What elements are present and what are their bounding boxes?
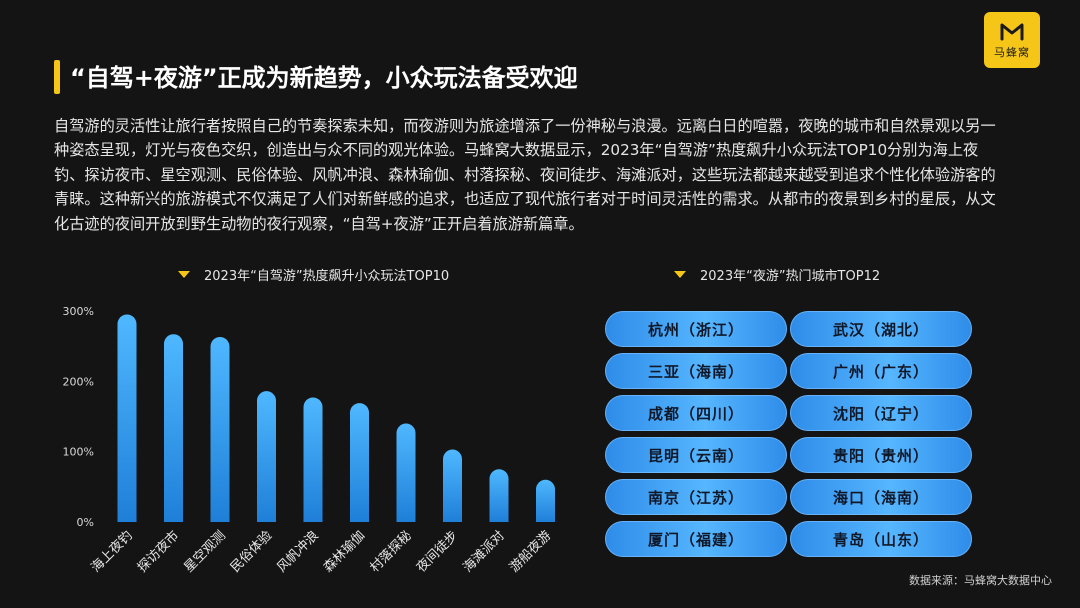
chart-title: 2023年“自驾游”热度飙升小众玩法TOP10 — [178, 265, 449, 284]
x-tick-label: 夜间徒步 — [414, 528, 461, 575]
x-tick-label: 探访夜市 — [134, 528, 182, 576]
city-item: 厦门（福建） — [605, 521, 787, 557]
city-item: 贵阳（贵州） — [790, 437, 972, 473]
bar — [489, 469, 509, 522]
triangle-marker-icon — [674, 271, 686, 278]
y-tick-label: 200% — [63, 375, 94, 388]
y-tick-label: 0% — [77, 516, 94, 529]
x-tick-label: 海滩派对 — [460, 528, 507, 575]
city-item: 青岛（山东） — [790, 521, 972, 557]
chart-title-text: 2023年“自驾游”热度飙升小众玩法TOP10 — [204, 269, 450, 284]
data-source: 数据来源：马蜂窝大数据中心 — [909, 574, 1052, 587]
cities-title-text: 2023年“夜游”热门城市TOP12 — [700, 269, 881, 284]
cities-title: 2023年“夜游”热门城市TOP12 — [674, 265, 880, 284]
bar — [443, 449, 462, 522]
city-item: 昆明（云南） — [605, 437, 787, 473]
m-logo-icon — [1000, 23, 1024, 40]
city-item: 三亚（海南） — [605, 353, 787, 389]
city-item: 武汉（湖北） — [790, 311, 972, 347]
city-item: 南京（江苏） — [605, 479, 787, 515]
x-tick-label: 海上夜钓 — [88, 528, 135, 575]
bar — [164, 334, 183, 522]
city-item: 成都（四川） — [605, 395, 787, 431]
brand-logo: 马蜂窝 — [984, 12, 1040, 68]
x-tick-label: 游船夜游 — [507, 528, 554, 575]
x-tick-label: 民俗体验 — [227, 528, 275, 576]
bar — [350, 403, 369, 522]
x-tick-label: 星空观测 — [181, 528, 228, 575]
intro-paragraph: 自驾游的灵活性让旅行者按照自己的节奏探索未知，而夜游则为旅途增添了一份神秘与浪漫… — [54, 117, 996, 233]
city-item: 沈阳（辽宁） — [790, 395, 972, 431]
x-tick-label: 风帆冲浪 — [274, 528, 321, 575]
title-accent-bar — [54, 60, 60, 94]
bar — [536, 479, 555, 522]
bar — [117, 314, 137, 522]
bar — [257, 391, 276, 522]
bar — [303, 397, 323, 522]
bar — [210, 337, 230, 522]
page-title: “自驾+夜游”正成为新趋势，小众玩法备受欢迎 — [70, 64, 578, 92]
city-item: 杭州（浙江） — [605, 311, 787, 347]
y-tick-label: 100% — [63, 446, 94, 459]
city-item: 海口（海南） — [790, 479, 972, 515]
y-tick-label: 300% — [63, 305, 94, 318]
city-item: 广州（广东） — [790, 353, 972, 389]
x-tick-label: 村落探秘 — [367, 528, 414, 575]
bar — [396, 423, 416, 522]
bar-chart: 300% 200% 100% 0%海上夜钓 探访夜市 星空观测 民俗体验 风帆冲浪 森林瑜伽 村落… — [63, 305, 555, 576]
x-tick-label: 森林瑜伽 — [321, 528, 368, 575]
brand-name: 马蜂窝 — [994, 45, 1030, 59]
triangle-marker-icon — [178, 271, 190, 278]
